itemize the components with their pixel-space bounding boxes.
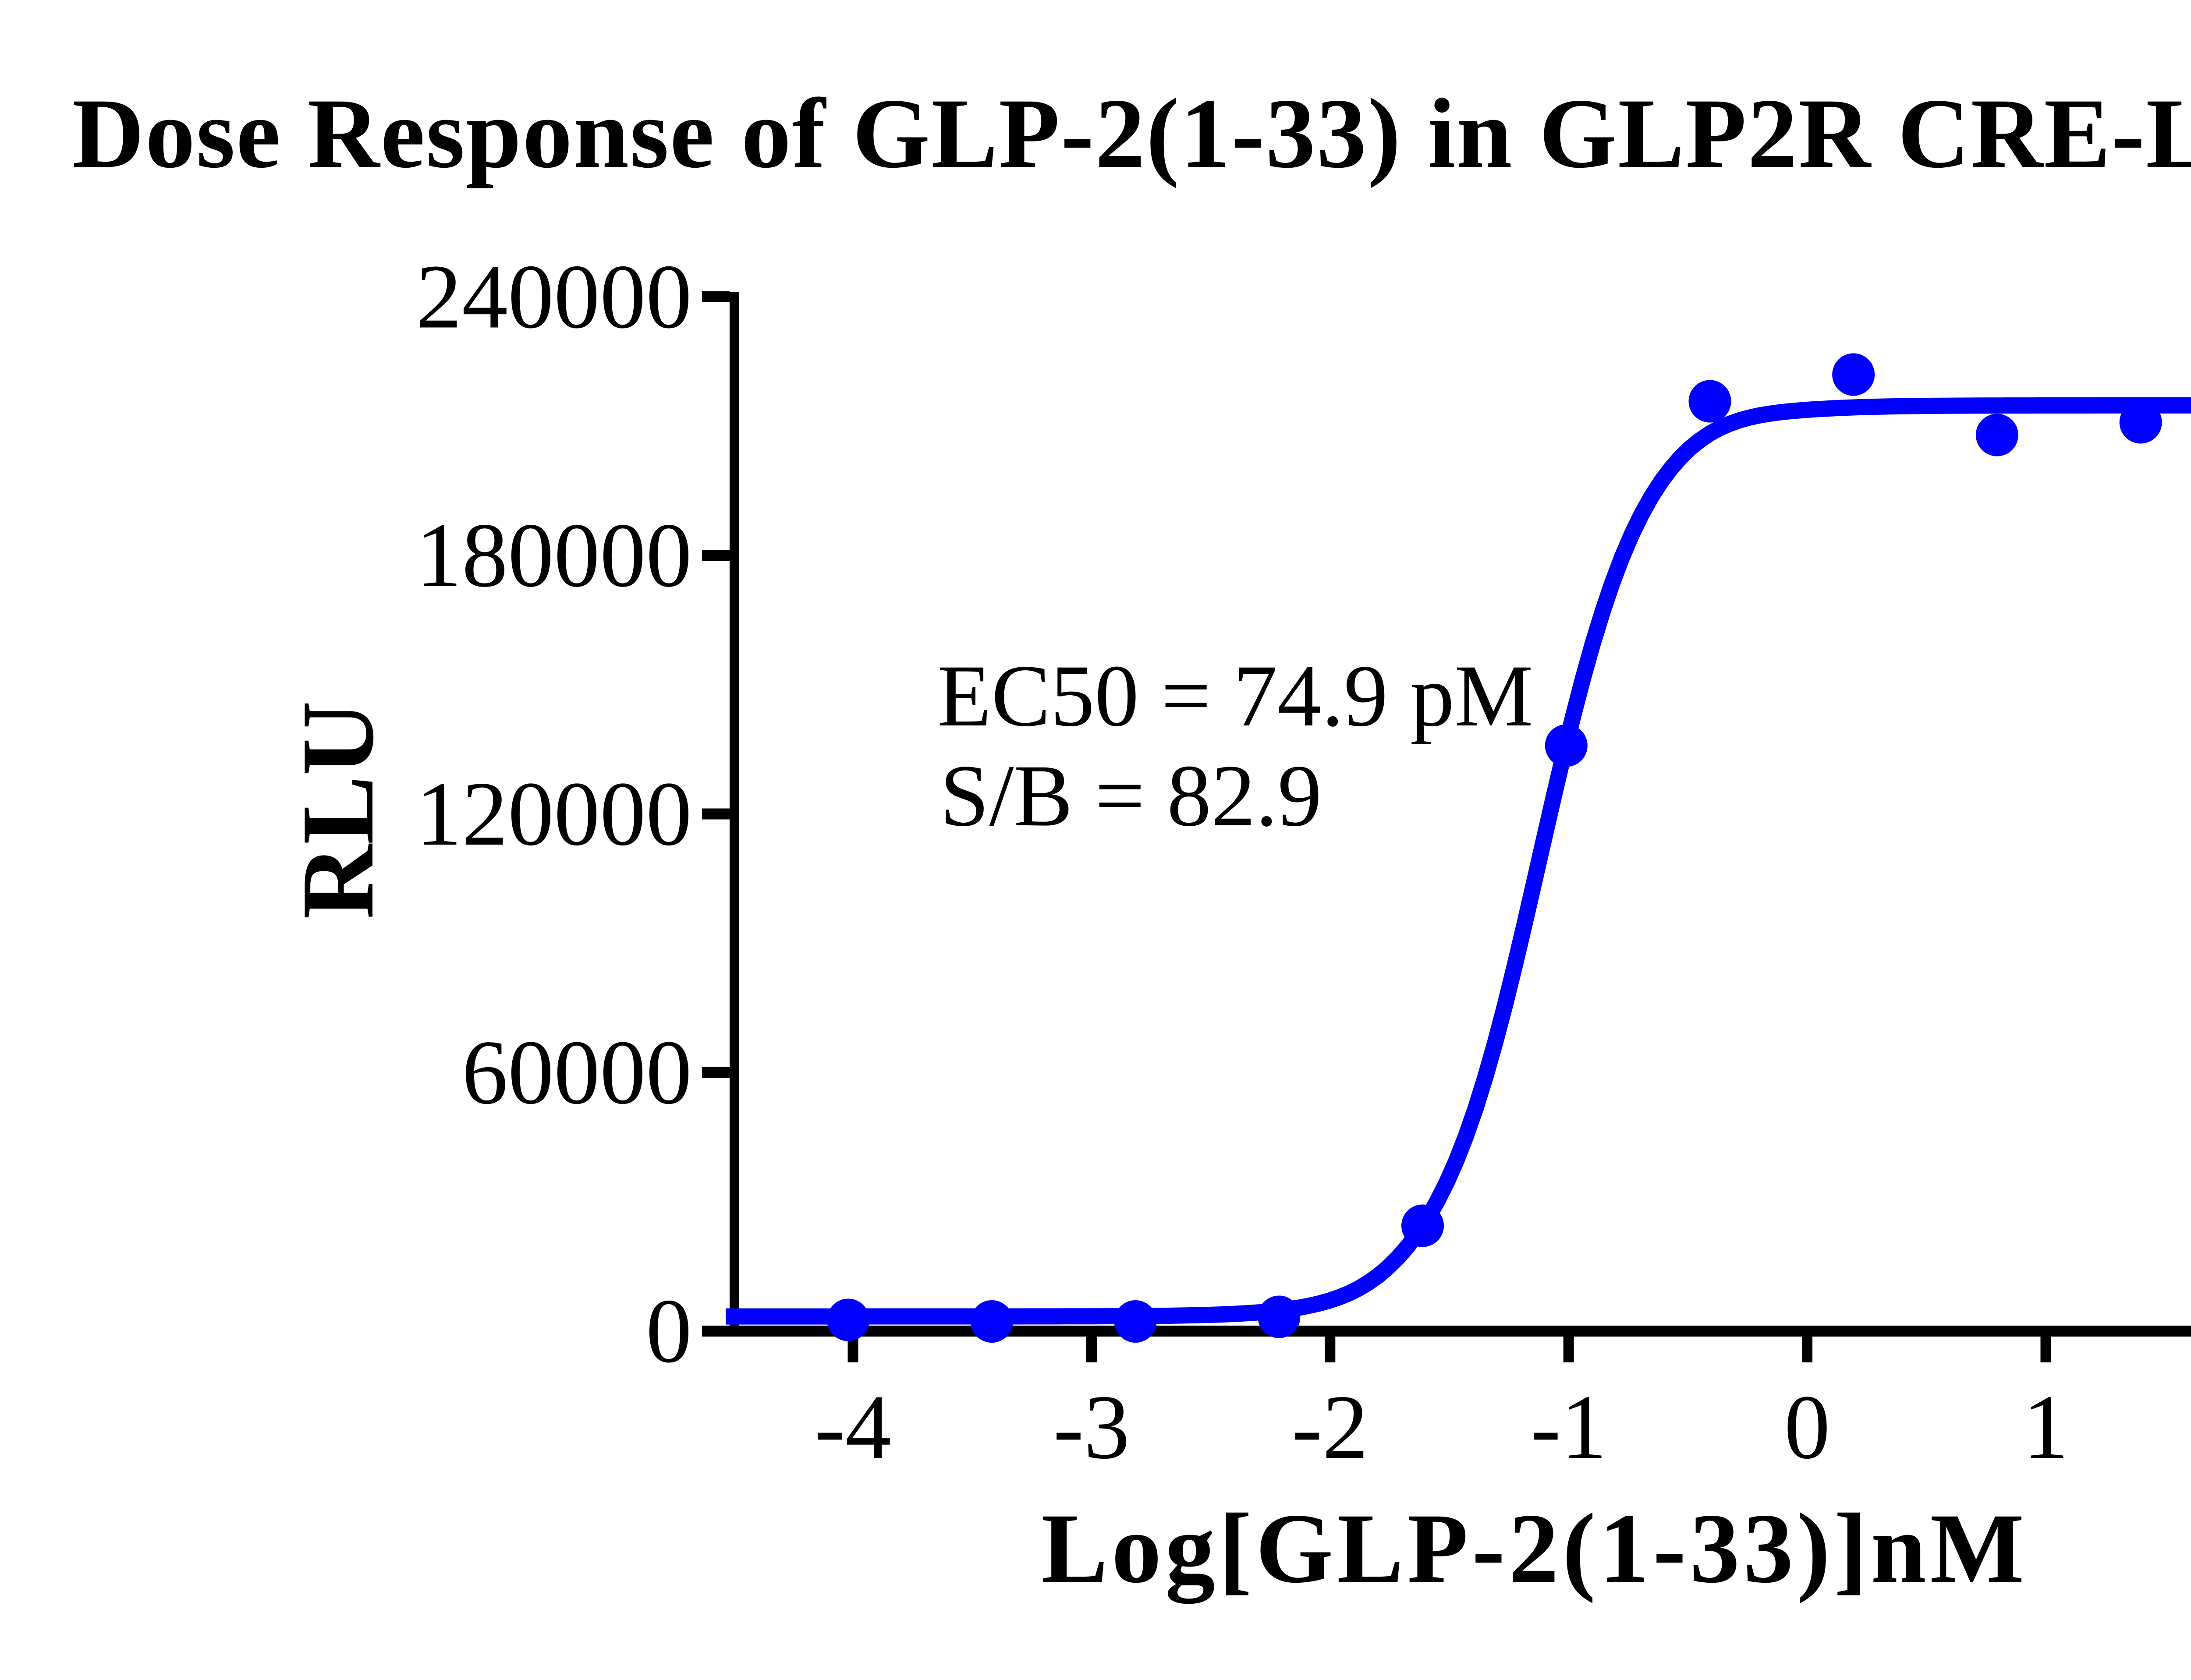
svg-text:180000: 180000	[416, 505, 692, 606]
svg-text:S/B = 82.9: S/B = 82.9	[940, 746, 1322, 845]
svg-text:1: 1	[2023, 1376, 2069, 1478]
svg-text:0: 0	[1784, 1376, 1830, 1478]
svg-text:120000: 120000	[416, 763, 692, 865]
svg-text:0: 0	[646, 1280, 692, 1382]
svg-text:Log[GLP-2(1-33)]nM: Log[GLP-2(1-33)]nM	[1041, 1493, 2028, 1604]
svg-text:240000: 240000	[416, 246, 692, 348]
svg-text:-2: -2	[1292, 1376, 1368, 1478]
svg-text:RLU: RLU	[281, 701, 395, 919]
svg-text:Dose Response of GLP-2(1-33) i: Dose Response of GLP-2(1-33) in GLP2R CR…	[72, 78, 2191, 189]
svg-text:-4: -4	[815, 1376, 891, 1478]
svg-text:-3: -3	[1053, 1376, 1130, 1478]
svg-text:EC50 = 74.9 pM: EC50 = 74.9 pM	[937, 647, 1533, 745]
svg-text:60000: 60000	[462, 1022, 692, 1123]
svg-text:-1: -1	[1530, 1376, 1607, 1478]
